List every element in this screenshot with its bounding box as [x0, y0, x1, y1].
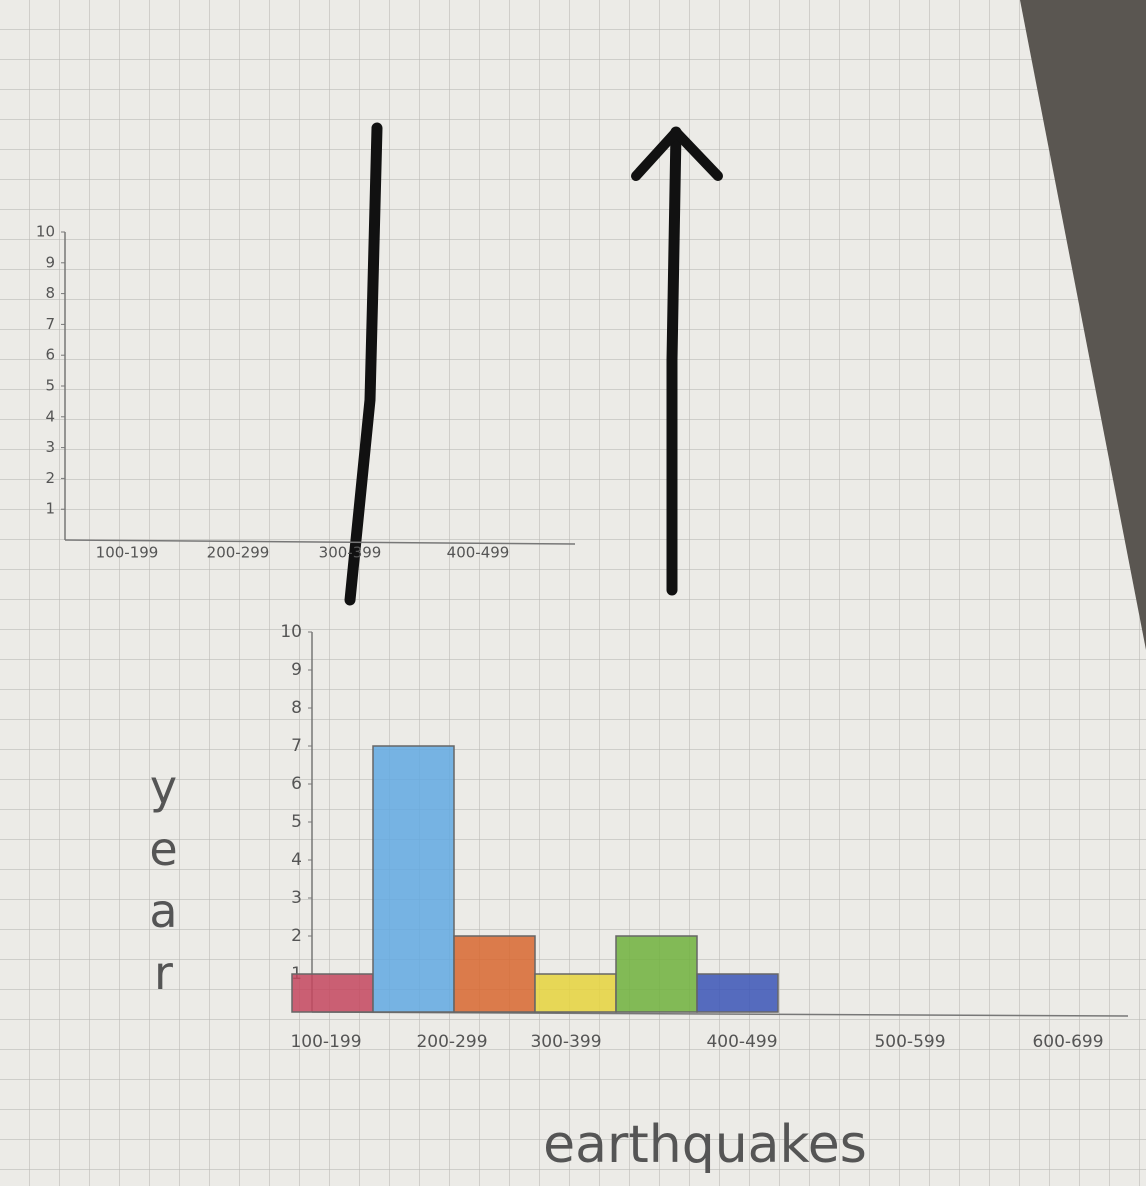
bar [696, 973, 779, 1013]
y-tick-label: 6 [45, 346, 55, 364]
y-tick-label: 1 [45, 500, 55, 518]
x-tick-label: 400-499 [447, 544, 510, 562]
y-tick-label: 2 [45, 469, 55, 487]
x-tick-label: 200-299 [207, 544, 270, 562]
x-tick-label: 100-199 [96, 544, 159, 562]
y-tick-label: 9 [45, 253, 55, 271]
y-tick-label: 4 [291, 850, 302, 870]
y-tick-label: 6 [291, 774, 302, 794]
x-tick-label: 400-499 [706, 1032, 777, 1052]
arrow-head [631, 127, 723, 181]
y-tick-label: 10 [280, 622, 302, 642]
marker-line [344, 122, 383, 606]
y-tick-label: 5 [45, 377, 55, 395]
y-tick-label: 3 [291, 888, 302, 908]
x-tick-label: 600-699 [1032, 1032, 1103, 1052]
y-tick-label: 7 [45, 315, 55, 333]
bar [615, 935, 698, 1013]
x-tick-label: 300-399 [319, 544, 382, 562]
y-tick-label: 10 [36, 223, 55, 241]
y-tick-label: 2 [291, 926, 302, 946]
x-axis [64, 539, 576, 545]
y-tick-label: 8 [45, 284, 55, 302]
x-tick-label: 100-199 [290, 1032, 361, 1052]
marker-arrow [666, 126, 682, 596]
bar [453, 935, 536, 1013]
x-tick-label: 300-399 [530, 1032, 601, 1052]
bottom-chart: 12345678910100-199200-299300-399400-4995… [137, 622, 1129, 1175]
y-tick-label: 9 [291, 660, 302, 680]
bar [372, 745, 455, 1013]
y-tick-label: 4 [45, 407, 55, 425]
x-tick-label: 200-299 [416, 1032, 487, 1052]
y-tick-label: 8 [291, 698, 302, 718]
y-tick-label: 3 [45, 438, 55, 456]
bar [291, 973, 374, 1013]
top-chart: 1 2 3 4 5 6 7 8 9 10 100-199 200-299 300-399 400-499 [36, 223, 576, 562]
bar [534, 973, 617, 1013]
x-axis-label: earthquakes [543, 1115, 867, 1175]
x-tick-label: 500-599 [874, 1032, 945, 1052]
y-axis-label: year [137, 760, 191, 1008]
y-tick-label: 5 [291, 812, 302, 832]
y-tick-label: 7 [291, 736, 302, 756]
